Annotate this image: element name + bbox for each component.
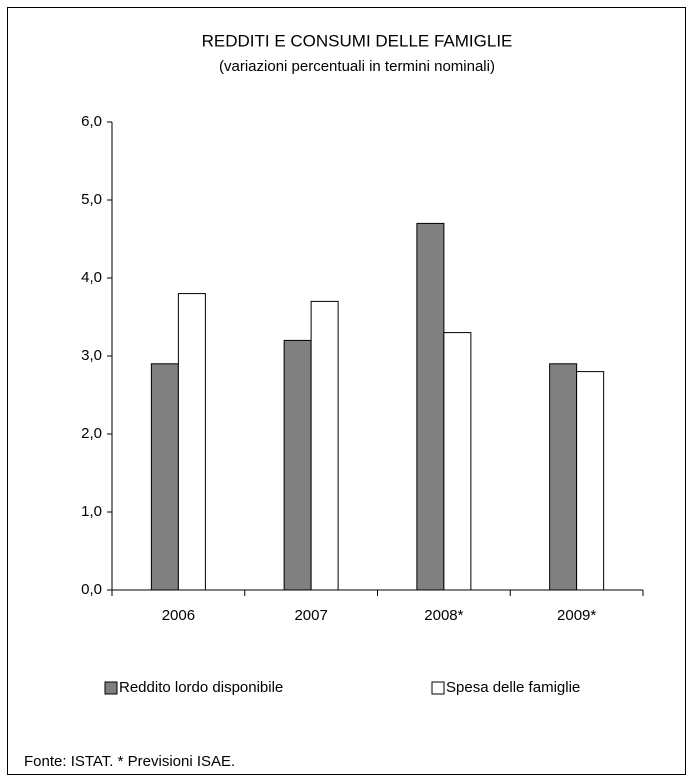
chart-subtitle: (variazioni percentuali in termini nomin… — [219, 58, 495, 75]
x-tick-label: 2007 — [294, 607, 327, 624]
legend-swatch — [104, 681, 118, 695]
bar — [177, 293, 206, 591]
x-tick-label: 2006 — [162, 607, 195, 624]
bar — [443, 332, 472, 591]
y-tick-label: 1,0 — [81, 503, 102, 520]
y-tick-label: 3,0 — [81, 347, 102, 364]
x-tick-label: 2009* — [557, 607, 596, 624]
legend-swatch — [431, 681, 445, 695]
bar — [549, 363, 578, 591]
y-tick-label: 2,0 — [81, 425, 102, 442]
bar — [310, 300, 339, 591]
legend-label: Reddito lordo disponibile — [119, 679, 283, 696]
legend-label: Spesa delle famiglie — [446, 679, 580, 696]
y-tick-label: 6,0 — [81, 113, 102, 130]
bar — [283, 339, 312, 591]
y-tick-label: 4,0 — [81, 269, 102, 286]
y-tick-label: 0,0 — [81, 581, 102, 598]
bar — [576, 371, 605, 591]
bar — [150, 363, 179, 591]
y-tick-label: 5,0 — [81, 191, 102, 208]
x-tick-label: 2008* — [424, 607, 463, 624]
source-note: Fonte: ISTAT. * Previsioni ISAE. — [24, 753, 235, 770]
chart-title: REDDITI E CONSUMI DELLE FAMIGLIE — [202, 31, 513, 50]
bar — [416, 222, 445, 591]
